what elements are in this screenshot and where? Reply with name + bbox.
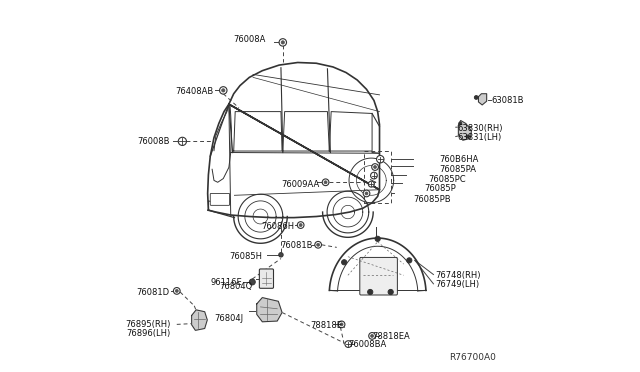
Text: 78818E: 78818E (310, 321, 342, 330)
Text: 76895(RH): 76895(RH) (125, 320, 170, 329)
Polygon shape (257, 298, 282, 322)
Circle shape (369, 333, 376, 339)
Circle shape (363, 190, 370, 197)
Text: 76086H: 76086H (261, 222, 294, 231)
FancyBboxPatch shape (211, 193, 230, 205)
Text: 76748(RH): 76748(RH) (435, 271, 481, 280)
Circle shape (369, 181, 374, 187)
Text: 78818EA: 78818EA (372, 332, 410, 341)
Text: 76408AB: 76408AB (176, 87, 214, 96)
Circle shape (298, 222, 304, 228)
Circle shape (345, 341, 351, 347)
Circle shape (342, 260, 347, 265)
Circle shape (374, 166, 376, 169)
Circle shape (279, 39, 287, 46)
Text: 76085H: 76085H (229, 252, 262, 261)
Text: 63081B: 63081B (492, 96, 524, 105)
Text: 76804Q: 76804Q (220, 282, 253, 291)
Text: 76085PB: 76085PB (413, 195, 451, 203)
Text: 76008B: 76008B (137, 137, 170, 146)
Circle shape (371, 172, 378, 179)
Text: 76081B: 76081B (280, 241, 312, 250)
Circle shape (372, 164, 378, 170)
Circle shape (406, 258, 412, 263)
Circle shape (299, 224, 302, 227)
Text: 76008A: 76008A (234, 35, 266, 44)
FancyBboxPatch shape (360, 257, 397, 295)
Text: 76085PA: 76085PA (439, 165, 476, 174)
Text: 76085P: 76085P (424, 185, 456, 193)
Circle shape (340, 323, 343, 326)
Circle shape (221, 89, 225, 92)
Text: 96116E: 96116E (210, 278, 242, 287)
Circle shape (474, 96, 478, 99)
Circle shape (388, 289, 394, 295)
Text: 76008BA: 76008BA (348, 340, 386, 349)
Circle shape (324, 181, 327, 184)
Text: 76081D: 76081D (136, 288, 170, 296)
Circle shape (179, 137, 186, 145)
Text: 760B6HA: 760B6HA (439, 155, 479, 164)
Text: 63831(LH): 63831(LH) (458, 133, 502, 142)
Text: 76896(LH): 76896(LH) (126, 329, 170, 338)
Polygon shape (479, 94, 486, 105)
Circle shape (322, 179, 329, 186)
Circle shape (365, 192, 368, 195)
Circle shape (371, 334, 374, 337)
FancyBboxPatch shape (259, 269, 273, 288)
Circle shape (315, 241, 321, 248)
Text: 76009AA: 76009AA (282, 180, 320, 189)
Circle shape (220, 87, 227, 94)
Circle shape (317, 243, 319, 246)
Text: 63830(RH): 63830(RH) (458, 124, 503, 133)
Circle shape (376, 155, 384, 163)
Polygon shape (458, 121, 472, 140)
Text: R76700A0: R76700A0 (449, 353, 495, 362)
Circle shape (173, 288, 180, 294)
Circle shape (175, 289, 179, 292)
Circle shape (278, 253, 283, 257)
Circle shape (375, 236, 380, 241)
Circle shape (466, 135, 469, 138)
Circle shape (281, 41, 284, 44)
Polygon shape (191, 310, 207, 330)
Text: 76085PC: 76085PC (428, 175, 465, 184)
Circle shape (338, 321, 345, 328)
Text: 76804J: 76804J (214, 314, 244, 323)
Text: 76749(LH): 76749(LH) (435, 280, 479, 289)
Circle shape (250, 279, 255, 285)
Circle shape (459, 122, 461, 125)
Circle shape (367, 289, 373, 295)
